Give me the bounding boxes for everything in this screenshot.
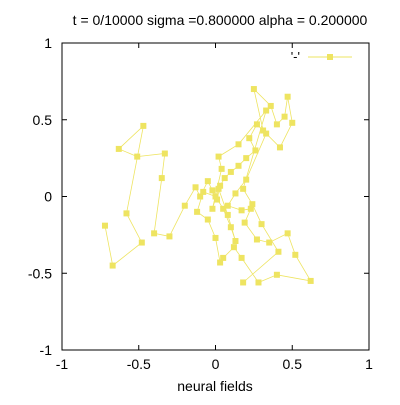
data-point	[217, 182, 224, 189]
data-point	[253, 121, 260, 128]
data-point	[258, 221, 265, 228]
data-point	[273, 271, 280, 278]
data-point	[214, 196, 221, 203]
data-point	[241, 219, 248, 226]
legend-marker	[327, 54, 333, 60]
data-point	[227, 168, 234, 175]
data-point	[263, 130, 270, 137]
data-point	[204, 216, 211, 223]
data-point	[161, 150, 168, 157]
data-point	[115, 145, 122, 152]
data-point	[215, 185, 222, 192]
y-tick-label: 0	[44, 189, 52, 205]
data-point	[235, 162, 242, 169]
data-point	[221, 175, 228, 182]
data-point	[263, 107, 270, 114]
data-point	[249, 201, 256, 208]
data-point	[212, 193, 219, 200]
data-point	[284, 93, 291, 100]
chart-title: t = 0/10000 sigma =0.800000 alpha = 0.20…	[73, 12, 368, 28]
data-point	[240, 279, 247, 286]
x-tick-label: -0.5	[127, 356, 151, 372]
data-point	[212, 234, 219, 241]
x-axis-label: neural fields	[177, 378, 253, 394]
data-point	[273, 121, 280, 128]
data-point	[217, 259, 224, 266]
data-point	[220, 254, 227, 261]
data-point	[166, 233, 173, 240]
data-point	[292, 251, 299, 258]
data-point	[192, 184, 199, 191]
data-point	[197, 193, 204, 200]
x-axis-ticks: -1 -0.5 0 0.5 1	[56, 43, 373, 372]
data-point	[194, 208, 201, 215]
data-point	[232, 238, 239, 245]
y-tick-label: -1	[40, 342, 53, 358]
data-point	[252, 147, 259, 154]
data-point	[220, 205, 227, 212]
data-point	[276, 144, 283, 151]
data-point	[204, 178, 211, 185]
data-point	[232, 190, 239, 197]
data-point	[243, 155, 250, 162]
data-point	[240, 185, 247, 192]
data-point	[238, 207, 245, 214]
data-point	[215, 153, 222, 160]
data-point	[224, 211, 231, 218]
data-point	[260, 127, 267, 134]
data-point	[101, 222, 108, 229]
x-tick-label: 0	[212, 356, 220, 372]
data-point	[140, 122, 147, 129]
data-point	[238, 254, 245, 261]
x-tick-label: 0.5	[283, 356, 303, 372]
legend: '-'	[291, 49, 352, 64]
data-point	[266, 239, 273, 246]
y-tick-label: -0.5	[28, 265, 52, 281]
data-point	[284, 230, 291, 237]
y-tick-label: 0.5	[33, 112, 53, 128]
y-axis-ticks: -1 -0.5 0 0.5 1	[28, 35, 369, 358]
data-point	[250, 86, 257, 93]
data-point	[109, 262, 116, 269]
data-point	[230, 244, 237, 251]
data-point	[209, 205, 216, 212]
data-point	[227, 224, 234, 231]
data-point	[200, 188, 207, 195]
x-tick-label: 1	[365, 356, 373, 372]
data-point	[181, 202, 188, 209]
data-point	[253, 236, 260, 243]
x-tick-label: -1	[56, 356, 69, 372]
data-point	[134, 153, 141, 160]
data-point	[255, 279, 262, 286]
data-point	[235, 141, 242, 148]
data-point	[123, 210, 130, 217]
data-point	[275, 248, 282, 255]
legend-label: '-'	[291, 49, 300, 64]
data-point	[281, 113, 288, 120]
y-tick-label: 1	[44, 35, 52, 51]
data-point	[151, 230, 158, 237]
data-point	[158, 175, 165, 182]
data-point	[307, 277, 314, 284]
data-point	[247, 205, 254, 212]
data-point	[218, 165, 225, 172]
data-point	[267, 102, 274, 109]
data-point	[289, 119, 296, 126]
series-points	[101, 86, 314, 286]
data-point	[243, 176, 250, 183]
data-point	[224, 202, 231, 209]
data-point	[246, 135, 253, 142]
data-point	[209, 187, 216, 194]
data-point	[138, 239, 145, 246]
